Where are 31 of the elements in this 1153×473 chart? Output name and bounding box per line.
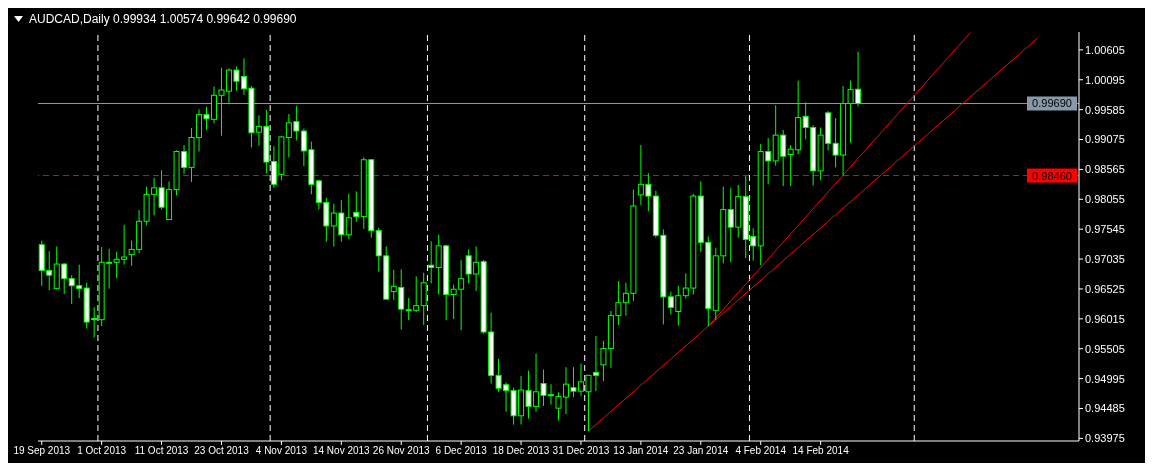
x-tick-label: 6 Dec 2013 — [435, 445, 488, 457]
x-tick-label: 14 Nov 2013 — [312, 445, 371, 457]
x-tick-label: 31 Dec 2013 — [552, 445, 610, 457]
ref-line-label: 0.99690 — [1032, 97, 1072, 110]
y-tick-label: 0.97545 — [1085, 223, 1125, 236]
x-tick-label: 4 Feb 2014 — [735, 445, 787, 457]
y-tick-label: 0.99075 — [1085, 133, 1125, 146]
x-tick-label: 23 Oct 2013 — [194, 445, 250, 457]
y-tick-label: 0.96015 — [1085, 312, 1125, 325]
y-tick-label: 0.94995 — [1085, 372, 1125, 385]
x-tick-label: 14 Feb 2014 — [792, 445, 850, 457]
y-tick-label: 0.97035 — [1085, 252, 1125, 265]
x-tick-label: 26 Nov 2013 — [372, 445, 431, 457]
y-tick-label: 1.00095 — [1085, 73, 1125, 86]
chart-title: AUDCAD,Daily 0.99934 1.00574 0.99642 0.99690 — [29, 12, 297, 26]
x-tick-label: 4 Nov 2013 — [255, 445, 308, 457]
y-tick-label: 0.93975 — [1085, 432, 1125, 445]
y-tick-label: 0.96525 — [1085, 282, 1125, 295]
x-tick-label: 19 Sep 2013 — [13, 445, 71, 457]
y-tick-label: 0.94485 — [1085, 402, 1125, 415]
x-tick-label: 11 Oct 2013 — [134, 445, 189, 457]
y-tick-label: 0.98055 — [1085, 193, 1125, 206]
x-tick-label: 23 Jan 2014 — [673, 445, 729, 457]
x-tick-label: 1 Oct 2013 — [77, 445, 127, 457]
y-tick-label: 0.98565 — [1085, 163, 1125, 176]
y-tick-label: 0.99585 — [1085, 103, 1125, 116]
ref-line-label: 0.98460 — [1032, 169, 1072, 182]
y-tick-label: 0.95505 — [1085, 342, 1125, 355]
x-tick-label: 13 Jan 2014 — [613, 445, 669, 457]
x-tick-label: 18 Dec 2013 — [492, 445, 550, 457]
y-tick-label: 1.00605 — [1085, 43, 1125, 56]
